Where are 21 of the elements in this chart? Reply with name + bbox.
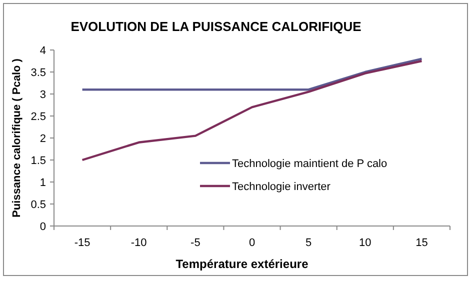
y-tick-label: 0	[40, 221, 46, 233]
x-tick-label: -5	[190, 237, 200, 249]
y-tick-label: 1.5	[30, 155, 46, 167]
y-tick-label: 0.5	[30, 199, 46, 211]
y-tick-label: 2	[40, 133, 46, 145]
legend-label: Technologie maintient de P calo	[232, 158, 388, 170]
x-tick-label: 5	[306, 237, 312, 249]
y-tick-label: 4	[40, 45, 46, 57]
y-tick-label: 1	[40, 177, 46, 189]
legend-label: Technologie inverter	[232, 181, 331, 193]
y-tick-label: 3.5	[30, 67, 46, 79]
chart-title: EVOLUTION DE LA PUISSANCE CALORIFIQUE	[70, 19, 362, 34]
x-tick-label: 10	[359, 237, 372, 249]
y-tick-label: 2.5	[30, 111, 46, 123]
y-tick-label: 3	[40, 89, 46, 101]
x-tick-label: -15	[74, 237, 90, 249]
x-tick-label: 0	[248, 237, 256, 249]
x-tick-label: 15	[416, 237, 428, 249]
x-tick-label: -10	[130, 237, 147, 249]
y-axis-title: Puissance calorifique ( Pcalo )	[11, 58, 23, 218]
x-axis-title: Température extérieure	[176, 257, 309, 271]
